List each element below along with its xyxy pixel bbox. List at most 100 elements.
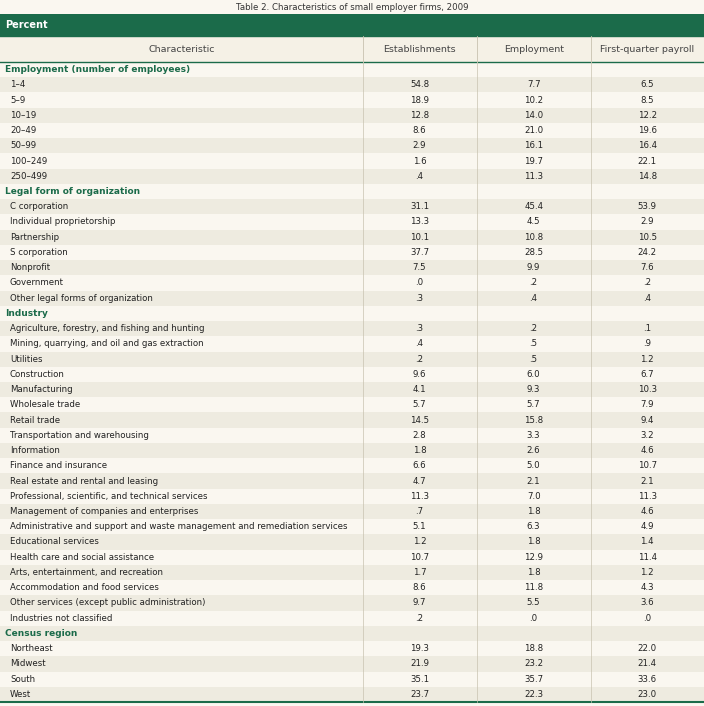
- Text: 5–9: 5–9: [10, 95, 25, 104]
- Text: 28.5: 28.5: [524, 248, 543, 257]
- Text: 5.5: 5.5: [527, 599, 541, 607]
- Text: 10.2: 10.2: [524, 95, 543, 104]
- Bar: [0, 489, 704, 504]
- Text: 2.8: 2.8: [413, 431, 427, 440]
- Text: 6.3: 6.3: [527, 522, 541, 531]
- Bar: [0, 245, 704, 260]
- Text: .2: .2: [529, 278, 538, 287]
- Text: 21.0: 21.0: [524, 126, 543, 135]
- Bar: [0, 443, 704, 458]
- Text: .9: .9: [643, 340, 651, 348]
- Bar: [0, 474, 704, 489]
- Text: Midwest: Midwest: [10, 659, 46, 669]
- Text: Retail trade: Retail trade: [10, 416, 60, 424]
- Text: 19.7: 19.7: [524, 157, 543, 165]
- Text: 2.6: 2.6: [527, 446, 541, 455]
- Text: Census region: Census region: [5, 629, 77, 638]
- Text: 10–19: 10–19: [10, 111, 36, 120]
- Text: Northeast: Northeast: [10, 644, 53, 653]
- Text: West: West: [10, 690, 31, 699]
- Text: 10.7: 10.7: [638, 461, 657, 470]
- Bar: [0, 534, 704, 549]
- Bar: [0, 504, 704, 519]
- Text: 14.5: 14.5: [410, 416, 429, 424]
- Text: Arts, entertainment, and recreation: Arts, entertainment, and recreation: [10, 568, 163, 577]
- Bar: [0, 595, 704, 611]
- Text: 9.7: 9.7: [413, 599, 427, 607]
- Text: Real estate and rental and leasing: Real estate and rental and leasing: [10, 477, 158, 486]
- Bar: [0, 458, 704, 474]
- Text: 2.9: 2.9: [641, 217, 654, 227]
- Bar: [0, 14, 704, 36]
- Text: 8.6: 8.6: [413, 126, 427, 135]
- Text: Legal form of organization: Legal form of organization: [5, 187, 140, 196]
- Text: 8.5: 8.5: [641, 95, 654, 104]
- Bar: [0, 366, 704, 382]
- Text: 37.7: 37.7: [410, 248, 429, 257]
- Text: Management of companies and enterprises: Management of companies and enterprises: [10, 507, 199, 516]
- Text: 11.3: 11.3: [410, 492, 429, 501]
- Text: C corporation: C corporation: [10, 202, 68, 211]
- Text: 35.7: 35.7: [524, 675, 543, 683]
- Text: 14.8: 14.8: [638, 172, 657, 181]
- Text: 23.0: 23.0: [638, 690, 657, 699]
- Bar: [0, 611, 704, 626]
- Text: 9.9: 9.9: [527, 263, 540, 273]
- Text: Professional, scientific, and technical services: Professional, scientific, and technical …: [10, 492, 208, 501]
- Text: Utilities: Utilities: [10, 354, 42, 364]
- Text: .5: .5: [529, 340, 538, 348]
- Text: 33.6: 33.6: [638, 675, 657, 683]
- Text: 19.6: 19.6: [638, 126, 657, 135]
- Text: 3.6: 3.6: [641, 599, 654, 607]
- Text: 10.8: 10.8: [524, 233, 543, 241]
- Text: .0: .0: [643, 614, 651, 623]
- Text: 15.8: 15.8: [524, 416, 543, 424]
- Text: 4.1: 4.1: [413, 385, 427, 394]
- Text: 5.0: 5.0: [527, 461, 541, 470]
- Text: Characteristic: Characteristic: [148, 44, 215, 54]
- Text: 9.6: 9.6: [413, 370, 427, 379]
- Text: 9.3: 9.3: [527, 385, 541, 394]
- Text: 8.6: 8.6: [413, 583, 427, 592]
- Text: 6.7: 6.7: [641, 370, 654, 379]
- Text: First-quarter payroll: First-quarter payroll: [601, 44, 694, 54]
- Text: 9.4: 9.4: [641, 416, 654, 424]
- Bar: [0, 291, 704, 306]
- Text: 7.0: 7.0: [527, 492, 541, 501]
- Text: 16.1: 16.1: [524, 141, 543, 150]
- Text: 6.6: 6.6: [413, 461, 427, 470]
- Text: Manufacturing: Manufacturing: [10, 385, 73, 394]
- Bar: [0, 184, 704, 199]
- Text: 4.6: 4.6: [641, 446, 654, 455]
- Text: Table 2. Characteristics of small employer firms, 2009: Table 2. Characteristics of small employ…: [236, 3, 468, 11]
- Text: .2: .2: [643, 278, 651, 287]
- Text: 22.3: 22.3: [524, 690, 543, 699]
- Text: 24.2: 24.2: [638, 248, 657, 257]
- Text: Percent: Percent: [5, 20, 48, 30]
- Bar: [0, 626, 704, 641]
- Text: .4: .4: [415, 340, 424, 348]
- Text: 2.1: 2.1: [641, 477, 654, 486]
- Text: 11.3: 11.3: [638, 492, 657, 501]
- Bar: [0, 397, 704, 412]
- Text: 7.7: 7.7: [527, 80, 541, 90]
- Text: Industries not classified: Industries not classified: [10, 614, 113, 623]
- Text: 31.1: 31.1: [410, 202, 429, 211]
- Bar: [0, 641, 704, 657]
- Text: Wholesale trade: Wholesale trade: [10, 400, 80, 409]
- Text: .5: .5: [529, 354, 538, 364]
- Text: 4.3: 4.3: [641, 583, 654, 592]
- Text: Mining, quarrying, and oil and gas extraction: Mining, quarrying, and oil and gas extra…: [10, 340, 203, 348]
- Text: 54.8: 54.8: [410, 80, 429, 90]
- Bar: [0, 336, 704, 352]
- Text: .4: .4: [643, 294, 651, 303]
- Bar: [0, 671, 704, 687]
- Text: 16.4: 16.4: [638, 141, 657, 150]
- Text: Establishments: Establishments: [383, 44, 456, 54]
- Text: .3: .3: [415, 324, 424, 333]
- Bar: [0, 92, 704, 108]
- Bar: [0, 657, 704, 671]
- Text: 1–4: 1–4: [10, 80, 25, 90]
- Text: 23.2: 23.2: [524, 659, 543, 669]
- Bar: [0, 565, 704, 580]
